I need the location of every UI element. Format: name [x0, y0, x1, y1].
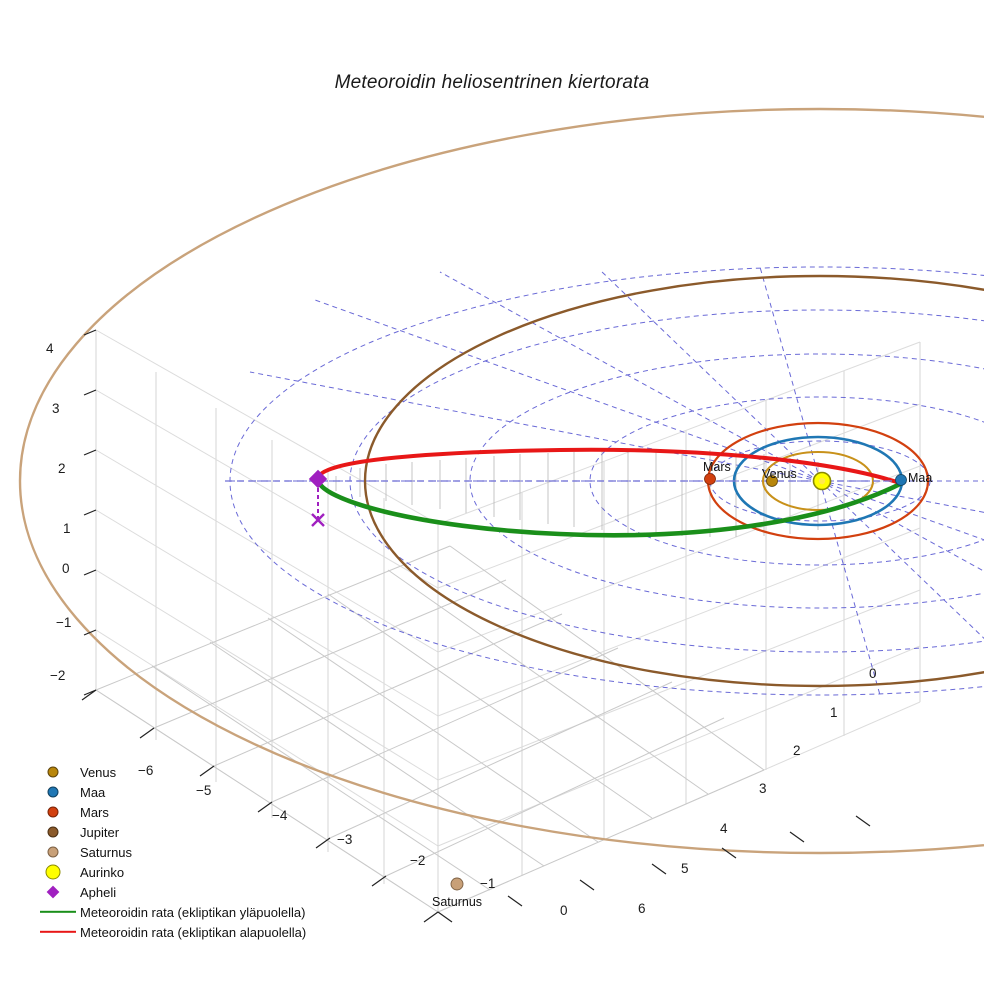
orbit-jupiter	[363, 274, 984, 688]
legend-marker-apheli	[38, 882, 80, 902]
legend-marker-maa	[38, 782, 80, 802]
marker-venus	[766, 475, 778, 487]
legend-label-jupiter: Jupiter	[80, 824, 120, 840]
legend-label-orbit-below: Meteoroidin rata (ekliptikan alapuolella…	[80, 924, 307, 940]
legend-item-mars[interactable]: Mars	[38, 802, 358, 822]
x-tick-label-0: 0	[560, 903, 568, 918]
marker-mars	[704, 473, 716, 485]
y-tick-label-0: 0	[869, 666, 877, 681]
legend-marker-venus	[38, 762, 80, 782]
legend-label-apheli: Apheli	[80, 884, 117, 900]
legend-label-aurinko: Aurinko	[80, 864, 125, 880]
pane-right-hlines	[437, 341, 921, 913]
legend: Venus Maa Mars Jupiter Saturnus	[38, 762, 358, 942]
legend-line-orbit-above	[38, 902, 80, 922]
legend-item-orbit-below[interactable]: Meteoroidin rata (ekliptikan alapuolella…	[38, 922, 358, 942]
legend-item-venus[interactable]: Venus	[38, 762, 358, 782]
legend-item-aurinko[interactable]: Aurinko	[38, 862, 358, 882]
y-tick-label-5: 5	[681, 861, 689, 876]
marker-aurinko	[812, 471, 832, 491]
y-tick-label-1: 1	[830, 705, 838, 720]
y-tick-label-2: 2	[793, 743, 801, 758]
polar-spokes	[230, 266, 984, 696]
legend-label-maa: Maa	[80, 784, 106, 800]
z-tick-label-1: 1	[63, 521, 71, 536]
label-saturnus: Saturnus	[432, 895, 483, 909]
z-tick-label-0: 0	[62, 561, 70, 576]
legend-item-saturnus[interactable]: Saturnus	[38, 842, 358, 862]
x-tick-label-m5: −5	[196, 783, 212, 798]
y-tick-label-4: 4	[720, 821, 728, 836]
legend-marker-mars	[38, 802, 80, 822]
legend-item-apheli[interactable]: Apheli	[38, 882, 358, 902]
legend-item-maa[interactable]: Maa	[38, 782, 358, 802]
axis-spines	[81, 329, 871, 923]
marker-saturnus	[450, 877, 464, 891]
label-mars: Mars	[703, 460, 731, 474]
x-tick-label-m6: −6	[138, 763, 154, 778]
y-tick-label-3: 3	[759, 781, 767, 796]
x-tick-label-m4: −4	[272, 808, 288, 823]
x-tick-label-m1: −1	[480, 876, 496, 891]
y-axis-ticks	[437, 815, 871, 923]
legend-marker-saturnus	[38, 842, 80, 862]
z-tick-label-3: 3	[52, 401, 60, 416]
meteoroid-orbit-below-ecliptic	[315, 476, 903, 538]
polar-grid	[229, 266, 984, 696]
label-venus: Venus	[762, 467, 797, 481]
body-markers	[450, 471, 907, 891]
orbit-drop-lines	[335, 450, 845, 537]
legend-marker-aurinko	[38, 862, 80, 882]
legend-label-mars: Mars	[80, 804, 109, 820]
z-tick-label-m2: −2	[50, 668, 66, 683]
page-title: Meteoroidin heliosentrinen kiertorata	[334, 72, 650, 93]
pane-right-grid	[437, 342, 921, 912]
x-axis-ticks	[81, 689, 439, 923]
legend-label-orbit-above: Meteoroidin rata (ekliptikan yläpuolella…	[80, 904, 306, 920]
aphelion-group	[225, 469, 900, 527]
legend-label-saturnus: Saturnus	[80, 844, 133, 860]
legend-line-orbit-below	[38, 922, 80, 942]
label-maa: Maa	[908, 471, 933, 485]
aphelion-diamond-marker	[308, 469, 328, 489]
legend-item-jupiter[interactable]: Jupiter	[38, 822, 358, 842]
legend-label-venus: Venus	[80, 764, 117, 780]
x-tick-label-m2: −2	[410, 853, 426, 868]
legend-marker-jupiter	[38, 822, 80, 842]
aphelion-projection-x-icon	[311, 513, 325, 527]
meteoroid-orbit-above-ecliptic	[316, 447, 902, 485]
x-tick-label-m3: −3	[337, 832, 353, 847]
legend-item-orbit-above[interactable]: Meteoroidin rata (ekliptikan yläpuolella…	[38, 902, 358, 922]
marker-maa	[895, 474, 907, 486]
z-tick-label-2: 2	[58, 461, 66, 476]
z-tick-label-m1: −1	[56, 615, 72, 630]
y-tick-label-6: 6	[638, 901, 646, 916]
orbit-saturnus	[19, 107, 984, 855]
z-axis-ticks	[83, 329, 97, 696]
z-tick-label-4: 4	[46, 341, 54, 356]
meteoroid-orbit	[315, 447, 903, 538]
